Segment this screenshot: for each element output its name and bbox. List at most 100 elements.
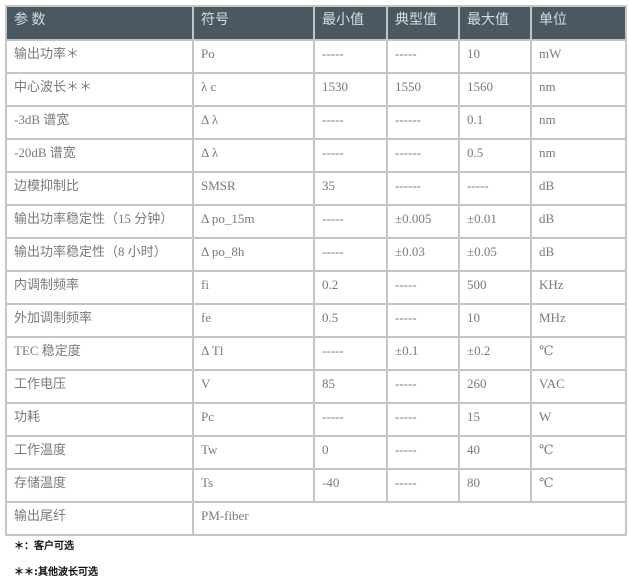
cell-symbol: V (192, 369, 315, 404)
cell-typ: ----- (386, 435, 460, 470)
cell-typ: ----- (386, 402, 460, 437)
cell-param: 工作电压 (5, 369, 194, 404)
table-row: TEC 稳定度 Δ Tl ----- ±0.1 ±0.2 ℃ (5, 336, 627, 371)
cell-typ: ----- (386, 270, 460, 305)
table-row: 边模抑制比 SMSR 35 ------ ----- dB (5, 171, 627, 206)
table-row: 工作温度 Tw 0 ----- 40 ℃ (5, 435, 627, 470)
cell-typ: 1550 (386, 72, 460, 107)
table-row: -3dB 谱宽 Δ λ ----- ------ 0.1 nm (5, 105, 627, 140)
cell-symbol: Po (192, 39, 315, 74)
cell-min: 85 (313, 369, 388, 404)
table-row: 输出功率稳定性（8 小时） Δ po_8h ----- ±0.03 ±0.05 dB (5, 237, 627, 272)
cell-unit: VAC (530, 369, 627, 404)
cell-typ: ------ (386, 138, 460, 173)
table-row: 输出功率稳定性（15 分钟） Δ po_15m ----- ±0.005 ±0.01 dB (5, 204, 627, 239)
cell-param: 输出功率稳定性（15 分钟） (5, 204, 194, 239)
cell-unit: dB (530, 171, 627, 206)
cell-typ: ------ (386, 171, 460, 206)
cell-max: ±0.2 (458, 336, 532, 371)
cell-param: 输出功率＊ (5, 39, 194, 74)
cell-unit: ℃ (530, 468, 627, 503)
cell-min: 0 (313, 435, 388, 470)
cell-symbol: λ c (192, 72, 315, 107)
table-row: 内调制频率 fi 0.2 ----- 500 KHz (5, 270, 627, 305)
cell-param: 功耗 (5, 402, 194, 437)
cell-max: 0.1 (458, 105, 532, 140)
header-param: 参 数 (5, 5, 194, 41)
header-row: 参 数 符号 最小值 典型值 最大值 单位 (5, 5, 627, 41)
table-row: 工作电压 V 85 ----- 260 VAC (5, 369, 627, 404)
cell-min: ----- (313, 105, 388, 140)
cell-max: 260 (458, 369, 532, 404)
cell-unit: ℃ (530, 336, 627, 371)
table-row: 功耗 Pc ----- ----- 15 W (5, 402, 627, 437)
cell-param: 存储温度 (5, 468, 194, 503)
cell-min: ----- (313, 336, 388, 371)
cell-unit: KHz (530, 270, 627, 305)
cell-min: 0.2 (313, 270, 388, 305)
cell-min: 35 (313, 171, 388, 206)
cell-max: 10 (458, 39, 532, 74)
cell-symbol: Δ λ (192, 105, 315, 140)
table-row: 输出功率＊ Po ----- ----- 10 mW (5, 39, 627, 74)
cell-unit: ℃ (530, 435, 627, 470)
cell-min: ----- (313, 237, 388, 272)
cell-symbol: Tw (192, 435, 315, 470)
cell-symbol: Δ po_15m (192, 204, 315, 239)
cell-unit: MHz (530, 303, 627, 338)
cell-symbol: Δ po_8h (192, 237, 315, 272)
cell-min: 0.5 (313, 303, 388, 338)
cell-typ: ----- (386, 468, 460, 503)
cell-symbol: SMSR (192, 171, 315, 206)
header-typ: 典型值 (386, 5, 460, 41)
cell-param: -3dB 谱宽 (5, 105, 194, 140)
spec-table: 参 数 符号 最小值 典型值 最大值 单位 输出功率＊ Po ----- ----- 1… (5, 5, 627, 536)
cell-param: 外加调制频率 (5, 303, 194, 338)
cell-max: 15 (458, 402, 532, 437)
cell-symbol: fi (192, 270, 315, 305)
cell-max: 0.5 (458, 138, 532, 173)
cell-typ: ±0.03 (386, 237, 460, 272)
cell-unit: dB (530, 237, 627, 272)
cell-unit: nm (530, 105, 627, 140)
cell-min: 1530 (313, 72, 388, 107)
cell-max: 10 (458, 303, 532, 338)
cell-max: 1560 (458, 72, 532, 107)
cell-symbol: Pc (192, 402, 315, 437)
cell-param: TEC 稳定度 (5, 336, 194, 371)
cell-min: ----- (313, 39, 388, 74)
cell-param: 内调制频率 (5, 270, 194, 305)
footnote-2: ＊＊:其他波长可选 (14, 567, 98, 578)
cell-symbol: Δ Tl (192, 336, 315, 371)
cell-max: 80 (458, 468, 532, 503)
footnotes: ＊：客户可选 ＊＊:其他波长可选 (14, 540, 629, 580)
cell-max: ±0.01 (458, 204, 532, 239)
cell-min: -40 (313, 468, 388, 503)
cell-unit: nm (530, 138, 627, 173)
cell-param: -20dB 谱宽 (5, 138, 194, 173)
cell-max: ±0.05 (458, 237, 532, 272)
cell-min: ----- (313, 204, 388, 239)
cell-typ: ----- (386, 369, 460, 404)
cell-max: 40 (458, 435, 532, 470)
cell-max: ----- (458, 171, 532, 206)
table-row: 输出尾纤 PM-fiber (5, 501, 627, 536)
cell-symbol: fe (192, 303, 315, 338)
cell-min: ----- (313, 138, 388, 173)
cell-param: 输出功率稳定性（8 小时） (5, 237, 194, 272)
cell-param: 输出尾纤 (5, 501, 194, 536)
cell-value: PM-fiber (192, 501, 627, 536)
cell-symbol: Δ λ (192, 138, 315, 173)
cell-max: 500 (458, 270, 532, 305)
cell-typ: ±0.005 (386, 204, 460, 239)
cell-typ: ------ (386, 105, 460, 140)
cell-param: 边模抑制比 (5, 171, 194, 206)
cell-typ: ----- (386, 303, 460, 338)
table-row: -20dB 谱宽 Δ λ ----- ------ 0.5 nm (5, 138, 627, 173)
header-unit: 单位 (530, 5, 627, 41)
cell-min: ----- (313, 402, 388, 437)
header-min: 最小值 (313, 5, 388, 41)
cell-symbol: Ts (192, 468, 315, 503)
cell-typ: ----- (386, 39, 460, 74)
